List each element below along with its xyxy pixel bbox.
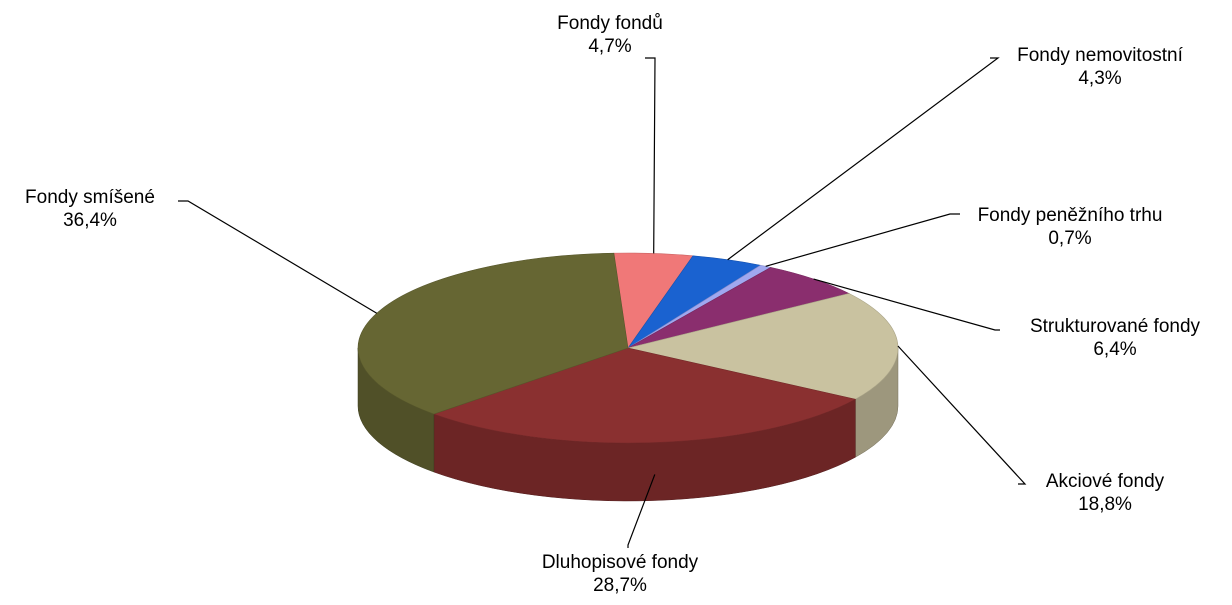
label-value: 18,8% <box>1078 494 1132 515</box>
label-value: 28,7% <box>593 575 647 596</box>
label-name: Strukturované fondy <box>1029 316 1201 337</box>
label-dluhopisove-fondy: Dluhopisové fondy 28,7% <box>515 551 725 597</box>
label-fondy-fondu: Fondy fondů 4,7% <box>525 12 695 58</box>
leader-line <box>813 278 1000 331</box>
label-fondy-nemovitostni: Fondy nemovitostní 4,3% <box>1000 44 1200 90</box>
leader-line <box>727 57 1000 261</box>
leader-line <box>765 213 960 267</box>
label-name: Fondy fondů <box>557 13 663 34</box>
leader-line <box>178 200 378 314</box>
label-value: 4,3% <box>1078 68 1122 89</box>
pie-slice-dluhopisové-fondy <box>433 347 857 444</box>
label-fondy-smisene: Fondy smíšené 36,4% <box>5 186 175 232</box>
label-value: 36,4% <box>63 210 117 231</box>
label-value: 0,7% <box>1048 228 1092 249</box>
label-fondy-penezniho-trhu: Fondy peněžního trhu 0,7% <box>955 204 1185 250</box>
label-strukturovane-fondy: Strukturované fondy 6,4% <box>1005 315 1225 361</box>
label-value: 4,7% <box>588 36 632 57</box>
leader-line <box>645 57 656 254</box>
label-akciove-fondy: Akciové fondy 18,8% <box>1020 470 1190 516</box>
leader-lines <box>178 57 1027 548</box>
label-name: Fondy peněžního trhu <box>977 205 1163 226</box>
label-name: Fondy nemovitostní <box>1017 45 1183 66</box>
pie-slices <box>357 252 899 444</box>
label-value: 6,4% <box>1093 339 1137 360</box>
label-name: Fondy smíšené <box>25 187 155 208</box>
leader-line <box>627 474 656 548</box>
leader-line <box>897 345 1027 485</box>
label-name: Akciové fondy <box>1045 471 1165 492</box>
label-name: Dluhopisové fondy <box>541 552 699 573</box>
